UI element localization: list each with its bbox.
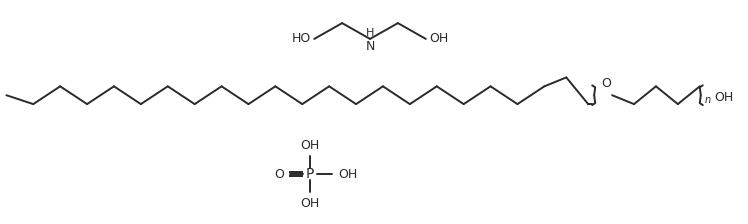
Text: P: P [306,167,314,181]
Text: OH: OH [429,32,448,45]
Text: OH: OH [301,197,320,210]
Text: O: O [601,77,611,90]
Text: O: O [275,168,284,181]
Text: OH: OH [715,91,734,104]
Text: OH: OH [338,168,358,181]
Text: n: n [705,95,711,105]
Text: H: H [366,28,374,38]
Text: OH: OH [301,138,320,151]
Text: HO: HO [292,32,311,45]
Text: N: N [365,40,375,53]
